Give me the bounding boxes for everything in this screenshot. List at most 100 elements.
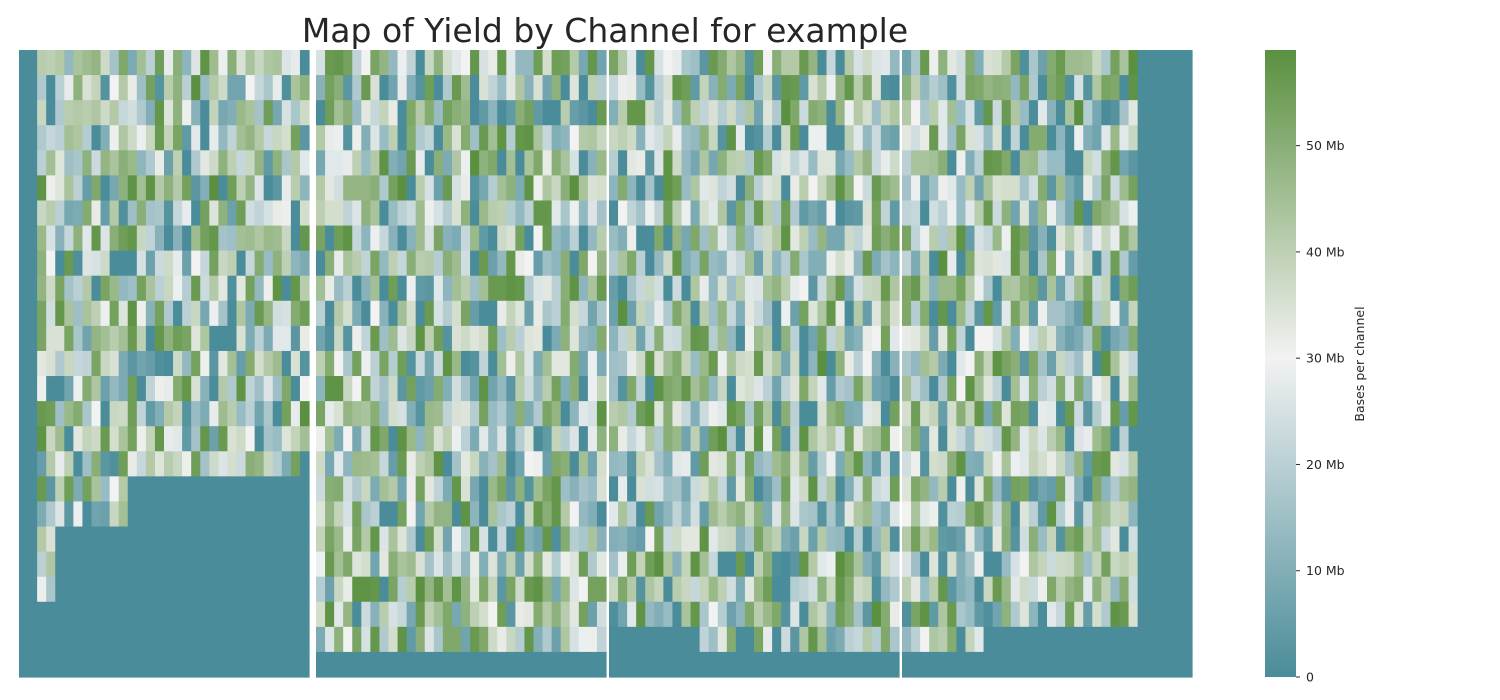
heatmap-cell [182, 576, 192, 603]
heatmap-cell [663, 100, 674, 126]
heatmap-cell [1182, 150, 1193, 176]
heatmap-cell [609, 426, 619, 452]
heatmap-cell [28, 100, 38, 126]
heatmap-cell [379, 426, 390, 452]
heatmap-cell [479, 426, 489, 452]
heatmap-cell [790, 150, 800, 176]
heatmap-cell [781, 451, 791, 477]
heatmap-cell [636, 350, 646, 377]
heatmap-cell [227, 651, 238, 678]
heatmap-cell [37, 551, 47, 578]
heatmap-cell [127, 576, 138, 603]
heatmap-cell [533, 576, 544, 603]
heatmap-cell [1065, 551, 1075, 578]
heatmap-cell [992, 125, 1003, 151]
heatmap-cell [479, 651, 489, 678]
heatmap-cell [672, 376, 683, 402]
heatmap-cell [316, 476, 326, 503]
heatmap-cell [479, 350, 489, 377]
heatmap-cell [200, 451, 210, 477]
heatmap-cell [164, 300, 174, 327]
heatmap-cell [853, 150, 864, 176]
heatmap-cell [618, 426, 628, 452]
heatmap-cell [681, 275, 692, 302]
heatmap-cell [992, 150, 1003, 176]
heatmap-cell [191, 300, 201, 327]
heatmap-cell [263, 426, 274, 452]
heatmap-cell [871, 451, 882, 477]
heatmap-cell [1083, 426, 1093, 452]
heatmap-cell [772, 576, 782, 603]
heatmap-cell [227, 75, 238, 101]
heatmap-cell [681, 200, 692, 227]
heatmap-cell [1092, 601, 1102, 628]
heatmap-cell [992, 451, 1003, 477]
heatmap-cell [370, 275, 381, 302]
heatmap-cell [1074, 476, 1084, 503]
heatmap-cell [55, 100, 65, 126]
heatmap-cell [1065, 376, 1075, 402]
heatmap-cell [361, 150, 371, 176]
heatmap-cell [835, 651, 846, 678]
heatmap-cell [587, 300, 598, 327]
heatmap-cell [352, 451, 362, 477]
heatmap-cell [569, 250, 580, 277]
heatmap-cell [136, 626, 147, 653]
heatmap-cell [424, 250, 435, 277]
heatmap-cell [209, 451, 219, 477]
heatmap-cell [524, 100, 535, 126]
heatmap-cell [1065, 476, 1075, 503]
heatmap-cell [560, 401, 571, 427]
heatmap-cell [835, 401, 846, 427]
heatmap-cell [82, 350, 93, 377]
heatmap-cell [817, 125, 828, 151]
heatmap-cell [164, 325, 174, 352]
heatmap-cell [154, 526, 165, 553]
heatmap-cell [379, 50, 390, 76]
heatmap-cell [343, 401, 353, 427]
heatmap-cell [352, 50, 362, 76]
heatmap-cell [956, 75, 967, 101]
heatmap-cell [587, 526, 598, 553]
heatmap-cell [433, 401, 444, 427]
heatmap-cell [154, 300, 165, 327]
heatmap-cell [173, 300, 183, 327]
heatmap-cell [708, 626, 719, 653]
heatmap-cell [388, 350, 399, 377]
heatmap-cell [227, 426, 238, 452]
heatmap-cell [663, 150, 674, 176]
heatmap-cell [533, 426, 544, 452]
heatmap-cell [618, 551, 628, 578]
heatmap-cell [1056, 651, 1066, 678]
heatmap-cell [19, 451, 29, 477]
heatmap-cell [388, 651, 399, 678]
heatmap-cell [835, 576, 846, 603]
heatmap-cell [889, 325, 900, 352]
heatmap-cell [397, 476, 408, 503]
heatmap-cell [754, 275, 764, 302]
heatmap-cell [451, 300, 462, 327]
heatmap-cell [479, 476, 489, 503]
heatmap-cell [488, 526, 498, 553]
heatmap-cell [424, 476, 435, 503]
heatmap-cell [1047, 250, 1057, 277]
heatmap-cell [1092, 300, 1102, 327]
heatmap-cell [325, 50, 335, 76]
heatmap-cell [578, 576, 589, 603]
heatmap-cell [808, 325, 819, 352]
heatmap-cell [433, 451, 444, 477]
heatmap-cell [218, 551, 229, 578]
heatmap-cell [974, 376, 985, 402]
heatmap-cell [965, 626, 976, 653]
heatmap-cell [118, 576, 129, 603]
heatmap-cell [744, 501, 755, 528]
heatmap-cell [542, 576, 553, 603]
heatmap-cell [627, 200, 637, 227]
heatmap-cell [956, 601, 967, 628]
heatmap-cell [744, 150, 755, 176]
heatmap-cell [772, 325, 782, 352]
heatmap-cell [109, 426, 120, 452]
heatmap-cell [154, 576, 165, 603]
heatmap-cell [735, 626, 746, 653]
heatmap-cell [902, 200, 912, 227]
